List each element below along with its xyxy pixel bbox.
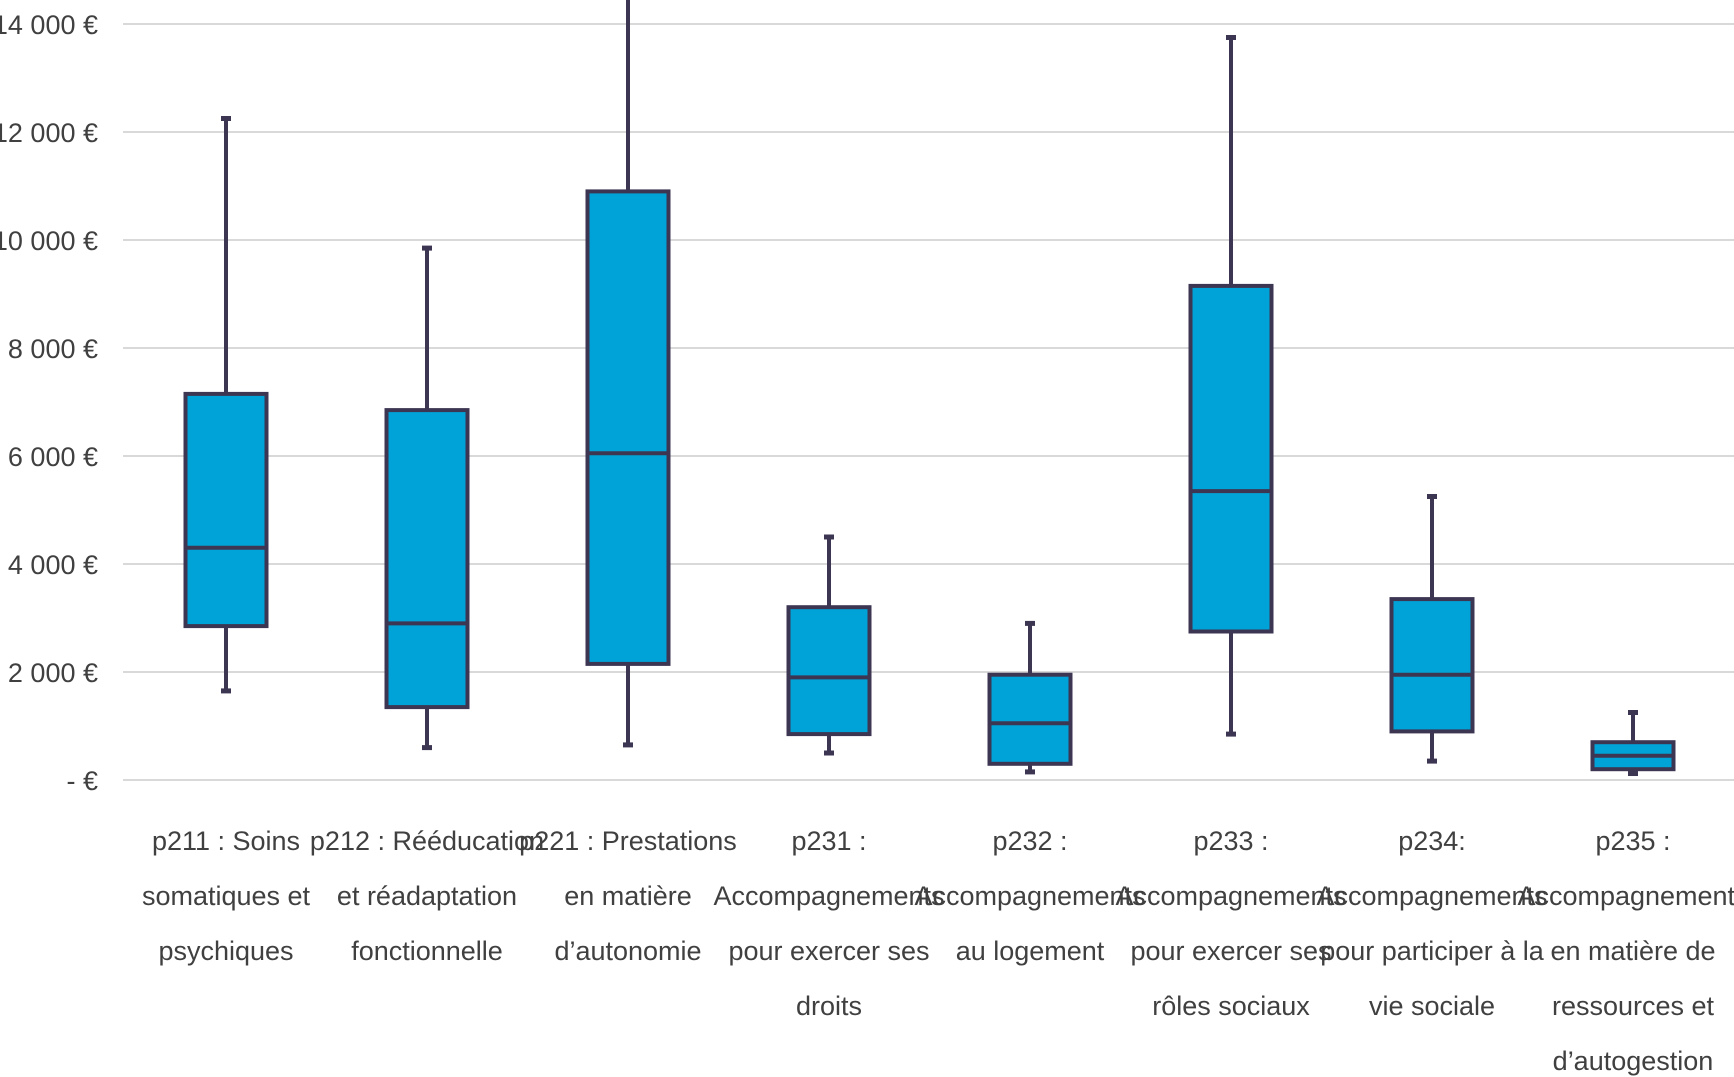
gridlines: [123, 23, 1734, 781]
category-label-line: p231 :: [791, 826, 866, 856]
iqr-box: [384, 408, 470, 710]
category-label-line: p221 : Prestations: [519, 826, 737, 856]
category-label-line: Accompagnements: [914, 881, 1145, 911]
category-label-line: vie sociale: [1369, 991, 1495, 1021]
boxes: [183, 0, 1676, 777]
category-label-3: p231 : Accompagnements pour exercer ses dro…: [713, 826, 944, 1021]
category-label-line: d’autogestion: [1553, 1046, 1714, 1076]
category-label-line: Accompagnements: [1517, 881, 1734, 911]
iqr-box: [585, 189, 671, 666]
iqr-box: [987, 672, 1073, 766]
category-label-line: ressources et: [1552, 991, 1715, 1021]
category-label-5: p233 : Accompagnements pour exercer ses rôl…: [1115, 826, 1346, 1021]
category-label-line: Accompagnements: [1316, 881, 1547, 911]
box-6: [1389, 494, 1475, 764]
category-label-line: en matière: [564, 881, 692, 911]
category-label-line: fonctionnelle: [351, 936, 503, 966]
iqr-box: [1389, 597, 1475, 734]
category-label-line: p212 : Rééducation: [310, 826, 544, 856]
y-tick-label-3: 6 000 €: [8, 442, 98, 472]
category-label-line: pour participer à la: [1320, 936, 1545, 966]
box-5: [1188, 35, 1274, 737]
category-label-line: Accompagnements: [1115, 881, 1346, 911]
category-label-line: p211 : Soins: [152, 826, 300, 856]
category-label-line: p234:: [1398, 826, 1466, 856]
box-7: [1590, 710, 1676, 777]
category-label-line: en matière de: [1550, 936, 1715, 966]
category-label-4: p232 : Accompagnements au logement: [914, 826, 1145, 966]
y-tick-label-5: 10 000 €: [0, 226, 98, 256]
category-label-6: p234: Accompagnements pour participer à la…: [1316, 826, 1547, 1021]
y-tick-label-6: 12 000 €: [0, 118, 98, 148]
box-0: [183, 116, 269, 694]
category-label-line: d’autonomie: [554, 936, 701, 966]
category-label-2: p221 : Prestations en matière d’autonomie: [519, 826, 737, 966]
category-label-line: p235 :: [1595, 826, 1670, 856]
y-tick-label-2: 4 000 €: [8, 550, 98, 580]
box-3: [786, 534, 872, 756]
category-label-1: p212 : Rééducation et réadaptation fonctio…: [310, 826, 544, 966]
iqr-box: [786, 605, 872, 737]
x-axis-category-labels: p211 : Soins somatiques et psychiques p212 …: [142, 826, 1734, 1076]
category-label-line: rôles sociaux: [1152, 991, 1310, 1021]
category-label-line: Accompagnements: [713, 881, 944, 911]
category-label-line: pour exercer ses: [1130, 936, 1331, 966]
y-tick-label-4: 8 000 €: [8, 334, 98, 364]
box-4: [987, 620, 1073, 775]
y-tick-label-7: 14 000 €: [0, 10, 98, 40]
category-label-7: p235 : Accompagnements en matière de ressou…: [1517, 826, 1734, 1076]
iqr-box: [1188, 283, 1274, 634]
category-label-0: p211 : Soins somatiques et psychiques: [142, 826, 311, 966]
category-label-line: p233 :: [1193, 826, 1268, 856]
category-label-line: au logement: [956, 936, 1105, 966]
category-label-line: droits: [796, 991, 862, 1021]
box-2: [585, 0, 671, 748]
category-label-line: et réadaptation: [337, 881, 517, 911]
category-label-line: somatiques et: [142, 881, 311, 911]
category-label-line: p232 :: [992, 826, 1067, 856]
y-axis-tick-labels: - € 2 000 € 4 000 € 6 000 € 8 000 € 10 000 € 1…: [0, 10, 98, 796]
category-label-line: pour exercer ses: [728, 936, 929, 966]
y-tick-label-1: 2 000 €: [8, 658, 98, 688]
category-label-line: psychiques: [158, 936, 293, 966]
box-1: [384, 245, 470, 751]
y-tick-label-0: - €: [66, 766, 98, 796]
iqr-box: [183, 391, 269, 629]
